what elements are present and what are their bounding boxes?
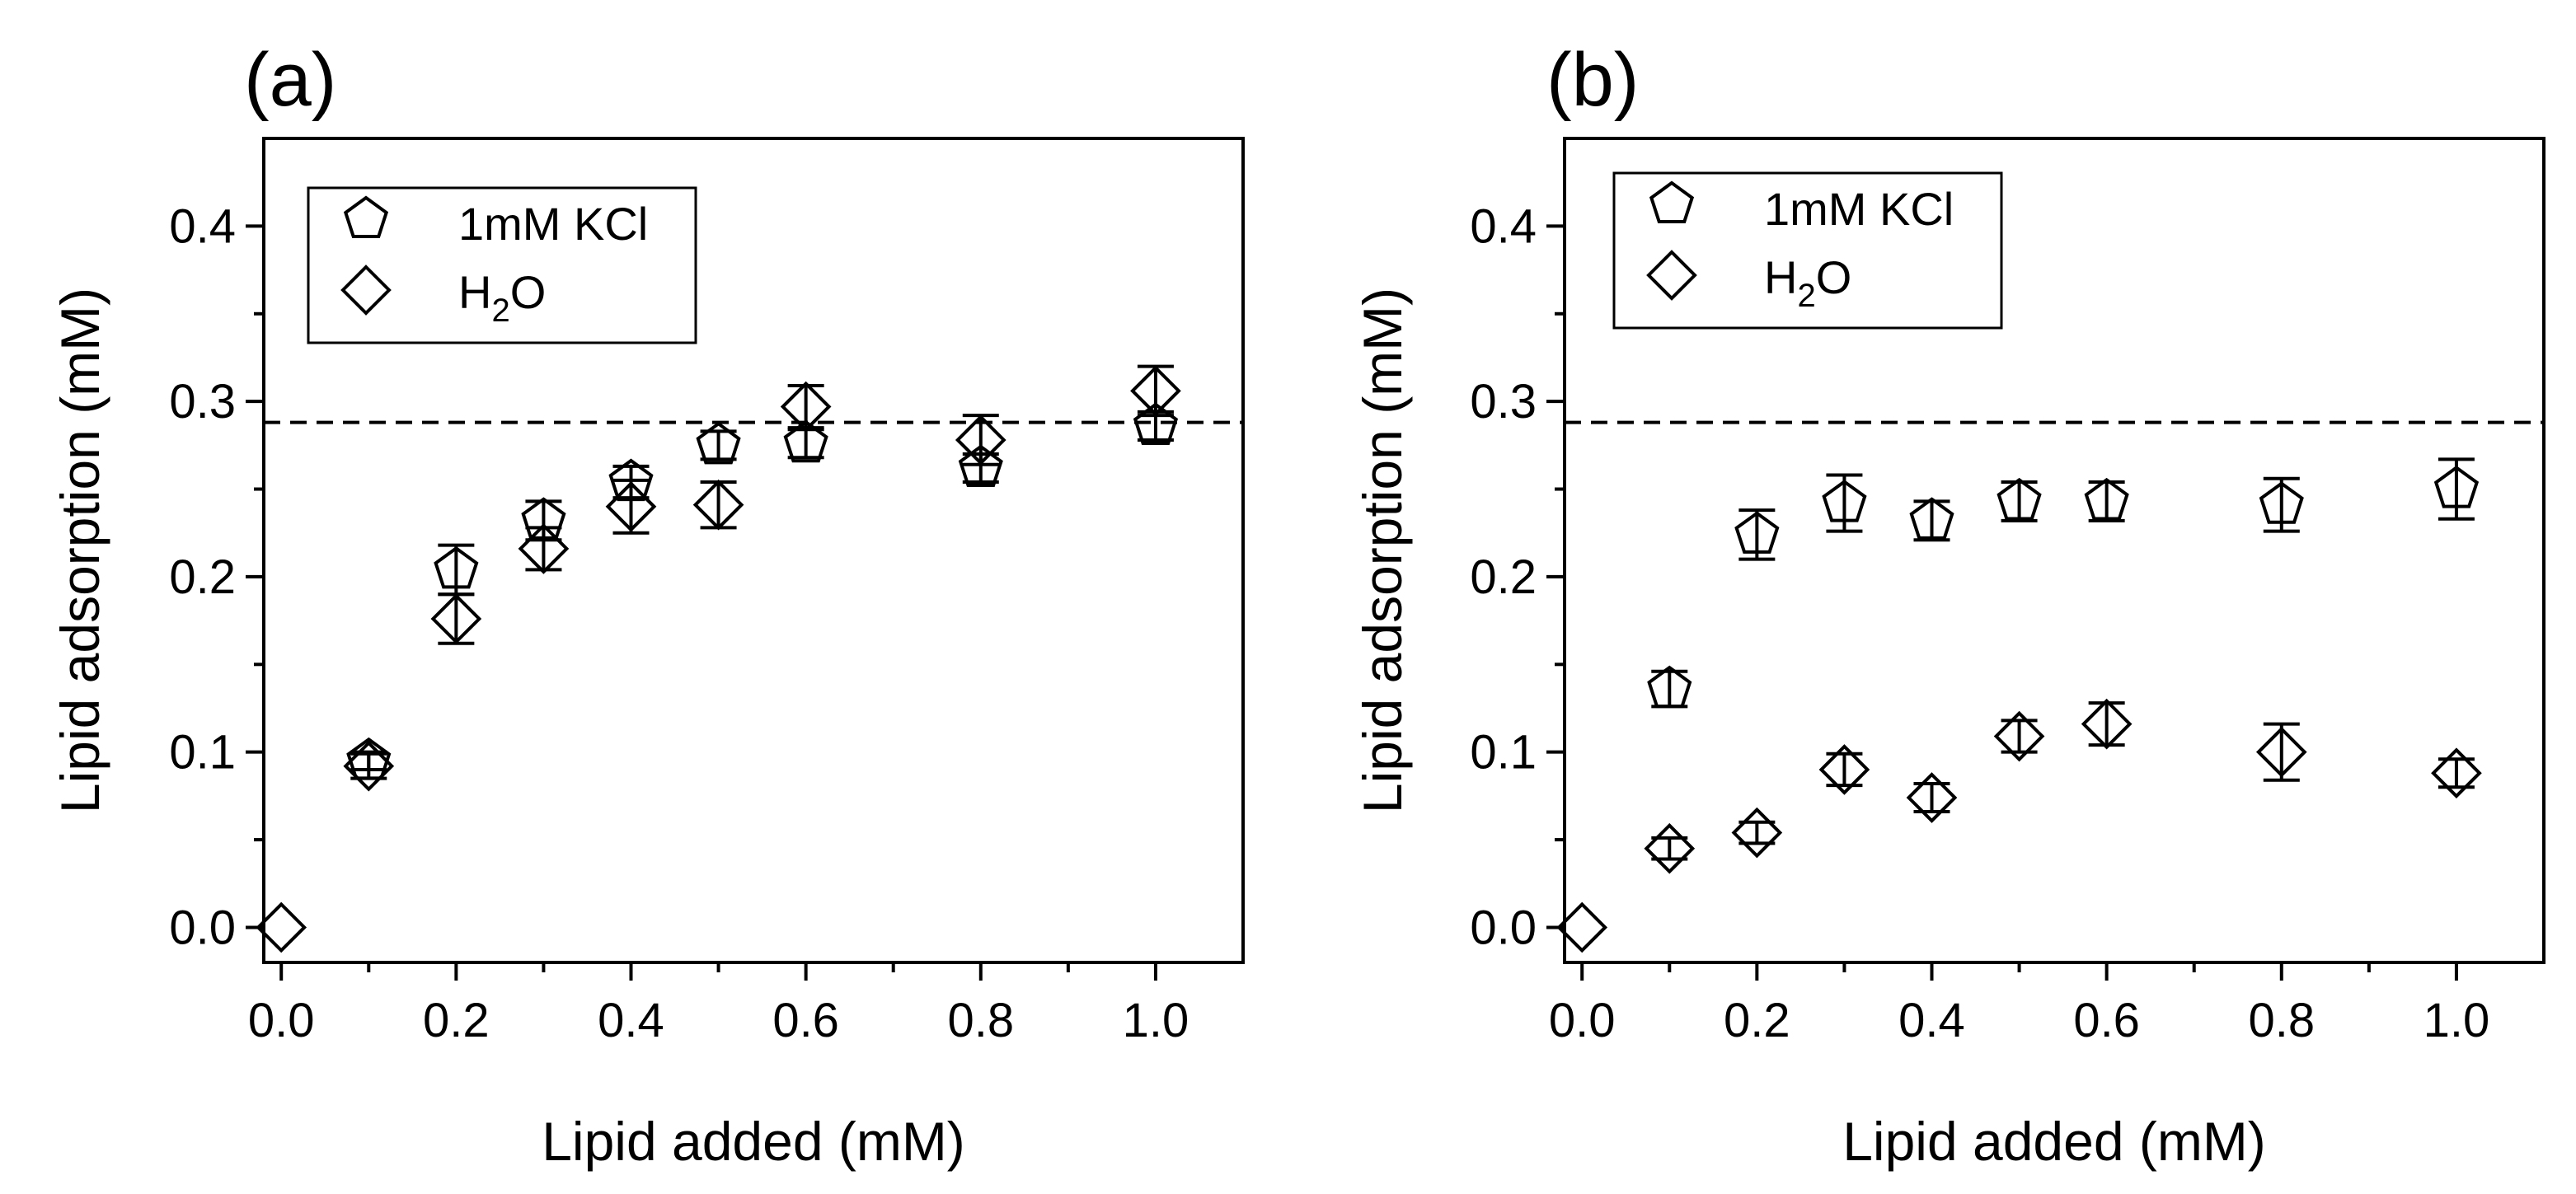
y-tick-label: 0.0 [169,901,236,954]
kcl-point [1997,477,2042,521]
x-tick-label: 0.0 [248,994,315,1047]
water-point [1556,901,1608,953]
kcl-point [1734,511,1780,554]
panel-a: (a) 0.0 0.2 0.4 0.6 0.8 1.0 0.0 0.1 0.2 0.3 0.4 1m… [49,38,1245,1172]
legend-label-water-sub: 2 [1797,278,1815,314]
panel-a-legend: 1mM KCl H2O [307,186,697,344]
x-tick-label: 0.2 [423,994,490,1047]
water-point [2081,698,2133,750]
water-point [1731,807,1783,859]
legend-label-water-main: H [458,266,491,318]
legend-label-kcl: 1mM KCl [458,198,648,250]
kcl-point [783,419,828,463]
panel-a-label: (a) [244,38,336,122]
legend-marker-water [340,265,392,316]
panel-a-x-axis-title: Lipid added (mM) [542,1111,965,1172]
y-tick-label: 0.3 [169,375,236,428]
panel-b-legend: 1mM KCl H2O [1612,171,2003,330]
water-point [1906,772,1958,823]
x-tick-label: 0.6 [2073,994,2140,1047]
y-tick-label: 0.1 [169,726,236,780]
x-tick-label: 1.0 [2424,994,2490,1047]
x-tick-label: 0.2 [1724,994,1790,1047]
water-point [518,523,570,574]
panel-a-frame [262,137,1245,964]
panel-a-y-axis-title: Lipid adsorption (mM) [49,288,110,813]
legend-label-water: H2O [458,266,546,329]
kcl-point [2259,481,2304,524]
y-tick-label: 0.1 [1470,726,1537,780]
water-point [1644,822,1696,874]
water-point [605,480,657,532]
y-tick-label: 0.4 [169,199,236,253]
water-point [2255,726,2307,778]
panel-b: (b) 0.0 0.2 0.4 0.6 0.8 1.0 0.0 0.1 0.2 0.3 0.4 1m… [1352,38,2546,1172]
x-tick-label: 0.6 [772,994,839,1047]
legend-label-water-tail: O [1816,251,1852,303]
water-point [343,740,395,792]
kcl-point [1647,665,1692,709]
legend-marker-kcl [343,195,389,238]
x-tick-label: 0.8 [947,994,1014,1047]
legend-marker-kcl [1649,180,1695,223]
x-tick-label: 0.8 [2248,994,2315,1047]
panel-b-frame [1563,137,2546,964]
y-tick-label: 0.0 [1470,901,1537,954]
legend-label-water-main: H [1764,251,1797,303]
kcl-point [2084,477,2129,521]
x-tick-label: 0.0 [1549,994,1616,1047]
kcl-point [696,421,741,465]
x-tick-label: 0.4 [598,994,664,1047]
water-point [955,414,1006,466]
water-point [1993,710,2045,762]
y-tick-label: 0.3 [1470,375,1537,428]
legend-label-kcl: 1mM KCl [1764,183,1954,235]
water-point [1818,744,1870,795]
legend-label-water: H2O [1764,251,1851,314]
panel-a-legend-box [307,186,697,344]
water-point [430,593,482,644]
water-point [780,381,832,433]
x-tick-label: 1.0 [1123,994,1189,1047]
panel-b-x-axis-title: Lipid added (mM) [1842,1111,2266,1172]
water-point [256,901,307,953]
kcl-point [2433,466,2480,508]
x-tick-label: 0.4 [1898,994,1965,1047]
legend-label-water-tail: O [510,266,547,318]
kcl-point [434,545,479,589]
kcl-point [1822,480,1867,522]
panel-b-label: (b) [1546,38,1639,122]
legend-label-water-sub: 2 [491,293,509,329]
legend-marker-water [1646,250,1697,301]
kcl-point [1909,497,1954,540]
y-tick-label: 0.2 [169,550,236,604]
y-tick-label: 0.2 [1470,550,1537,604]
y-tick-label: 0.4 [1470,199,1537,253]
panel-b-legend-box [1612,171,2003,330]
panel-b-y-axis-title: Lipid adsorption (mM) [1352,288,1413,813]
water-point [2431,747,2482,799]
water-point [692,479,744,531]
water-point [1130,365,1181,417]
kcl-point [958,444,1003,487]
